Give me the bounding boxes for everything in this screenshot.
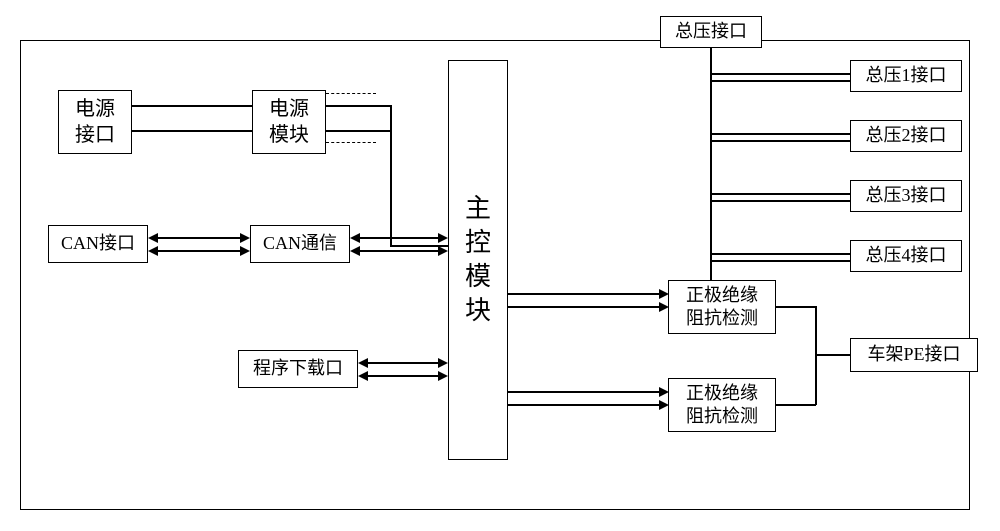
connector-line xyxy=(815,354,850,356)
connector-line xyxy=(158,250,240,252)
arrow-right-icon xyxy=(240,246,250,256)
connector-line xyxy=(360,250,438,252)
connector-line xyxy=(390,105,392,247)
connector-line xyxy=(710,73,850,75)
connector-line xyxy=(508,306,659,308)
connector-line xyxy=(132,130,252,132)
arrow-left-icon xyxy=(350,246,360,256)
arrow-left-icon xyxy=(358,371,368,381)
dashed-connector xyxy=(326,93,376,94)
connector-line xyxy=(326,130,390,132)
arrow-left-icon xyxy=(148,233,158,243)
arrow-left-icon xyxy=(350,233,360,243)
node-tv1: 总压1接口 xyxy=(850,60,962,92)
node-main-ctrl: 主控 模块 xyxy=(448,60,508,460)
connector-line xyxy=(368,375,438,377)
arrow-left-icon xyxy=(148,246,158,256)
dashed-connector xyxy=(326,142,376,143)
connector-line xyxy=(158,237,240,239)
arrow-right-icon xyxy=(438,233,448,243)
connector-line xyxy=(710,200,850,202)
node-pos-ins1: 正极绝缘 阻抗检测 xyxy=(668,280,776,334)
connector-line xyxy=(132,105,252,107)
connector-line xyxy=(776,306,816,308)
connector-line xyxy=(508,404,659,406)
connector-line xyxy=(360,237,438,239)
connector-line xyxy=(815,306,817,405)
connector-line xyxy=(326,105,390,107)
node-pe-iface: 车架PE接口 xyxy=(850,338,978,372)
connector-line xyxy=(508,391,659,393)
arrow-right-icon xyxy=(438,371,448,381)
connector-line xyxy=(710,140,850,142)
node-prog-dl: 程序下载口 xyxy=(238,350,358,388)
node-pos-ins2: 正极绝缘 阻抗检测 xyxy=(668,378,776,432)
connector-line xyxy=(710,133,850,135)
node-power-module: 电源 模块 xyxy=(252,90,326,154)
node-can-iface: CAN接口 xyxy=(48,225,148,263)
connector-line xyxy=(776,404,816,406)
arrow-right-icon xyxy=(438,358,448,368)
node-tv2: 总压2接口 xyxy=(850,120,962,152)
node-can-comm: CAN通信 xyxy=(250,225,350,263)
arrow-right-icon xyxy=(438,246,448,256)
arrow-left-icon xyxy=(358,358,368,368)
arrow-right-icon xyxy=(240,233,250,243)
connector-line xyxy=(508,293,659,295)
node-power-iface: 电源 接口 xyxy=(58,90,132,154)
connector-line xyxy=(710,260,850,262)
connector-line xyxy=(710,193,850,195)
node-tv3: 总压3接口 xyxy=(850,180,962,212)
connector-line xyxy=(710,80,850,82)
node-total-v: 总压接口 xyxy=(660,16,762,48)
connector-line xyxy=(710,48,712,280)
connector-line xyxy=(368,362,438,364)
node-tv4: 总压4接口 xyxy=(850,240,962,272)
connector-line xyxy=(710,253,850,255)
